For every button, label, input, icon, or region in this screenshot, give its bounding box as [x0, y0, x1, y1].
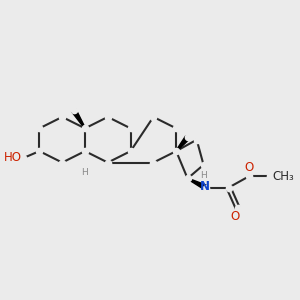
- Text: H: H: [82, 168, 88, 177]
- Text: H: H: [200, 171, 207, 180]
- Text: CH₃: CH₃: [272, 170, 294, 183]
- Text: O: O: [244, 161, 254, 174]
- Text: O: O: [231, 210, 240, 224]
- Text: HO: HO: [4, 152, 22, 164]
- Polygon shape: [188, 178, 207, 190]
- Polygon shape: [176, 136, 190, 152]
- Polygon shape: [71, 109, 85, 129]
- Text: N: N: [200, 180, 210, 193]
